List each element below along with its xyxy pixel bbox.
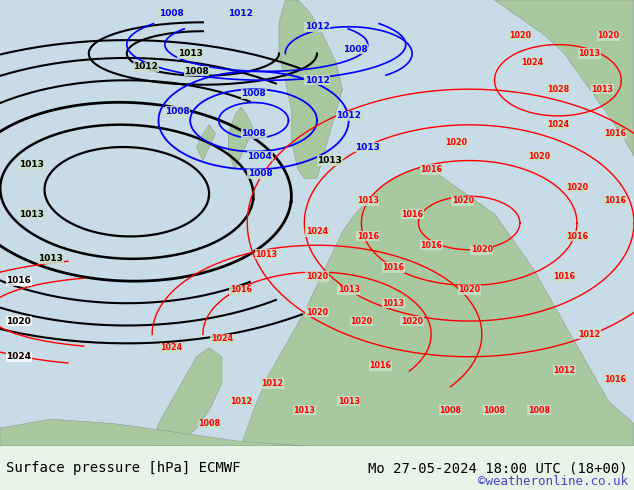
Text: 1013: 1013	[317, 156, 342, 165]
Text: 1013: 1013	[579, 49, 600, 58]
Text: 1024: 1024	[547, 121, 569, 129]
Polygon shape	[0, 419, 304, 446]
Text: 1020: 1020	[306, 272, 328, 281]
Text: 1004: 1004	[247, 151, 273, 161]
Polygon shape	[152, 348, 222, 446]
Polygon shape	[197, 125, 216, 161]
Text: 1016: 1016	[604, 374, 626, 384]
Text: 1008: 1008	[158, 9, 184, 18]
Text: 1008: 1008	[241, 89, 266, 98]
Text: 1016: 1016	[230, 285, 252, 294]
Text: 1013: 1013	[355, 143, 380, 151]
Text: 1008: 1008	[342, 45, 368, 53]
Text: 1013: 1013	[178, 49, 203, 58]
Text: 1024: 1024	[6, 352, 31, 361]
Text: 1012: 1012	[553, 366, 575, 374]
Text: 1013: 1013	[338, 285, 359, 294]
Text: 1020: 1020	[509, 31, 531, 40]
Text: 1024: 1024	[306, 227, 328, 236]
Text: Mo 27-05-2024 18:00 UTC (18+00): Mo 27-05-2024 18:00 UTC (18+00)	[368, 462, 628, 475]
Text: 1012: 1012	[336, 111, 361, 121]
Text: 1016: 1016	[370, 361, 391, 370]
Text: 1020: 1020	[458, 285, 480, 294]
Text: 1016: 1016	[566, 232, 588, 241]
Text: 1008: 1008	[165, 107, 190, 116]
Text: 1013: 1013	[19, 210, 44, 219]
Text: 1020: 1020	[528, 151, 550, 161]
Polygon shape	[279, 0, 342, 178]
Polygon shape	[495, 0, 634, 156]
Text: 1012: 1012	[262, 379, 283, 388]
Text: 1024: 1024	[522, 58, 543, 67]
Text: 1016: 1016	[420, 165, 442, 174]
Text: 1012: 1012	[579, 330, 600, 339]
Text: 1013: 1013	[357, 196, 378, 205]
Text: 1013: 1013	[256, 250, 277, 259]
Text: 1028: 1028	[547, 85, 569, 94]
Text: 1013: 1013	[38, 254, 63, 263]
Text: 1016: 1016	[401, 210, 423, 219]
Text: 1016: 1016	[382, 263, 404, 272]
Text: 1008: 1008	[439, 406, 461, 415]
Text: 1016: 1016	[604, 129, 626, 138]
Text: 1016: 1016	[357, 232, 378, 241]
Text: 1016: 1016	[604, 196, 626, 205]
Text: 1008: 1008	[198, 419, 220, 428]
Text: Surface pressure [hPa] ECMWF: Surface pressure [hPa] ECMWF	[6, 462, 241, 475]
Text: 1008: 1008	[528, 406, 550, 415]
Polygon shape	[228, 107, 254, 170]
Text: 1013: 1013	[382, 299, 404, 308]
Text: 1008: 1008	[241, 129, 266, 138]
Text: 1013: 1013	[294, 406, 315, 415]
Text: 1012: 1012	[228, 9, 254, 18]
Text: 1016: 1016	[420, 241, 442, 250]
Text: 1013: 1013	[338, 397, 359, 406]
Polygon shape	[241, 170, 634, 446]
Text: 1020: 1020	[306, 308, 328, 317]
Text: 1016: 1016	[6, 276, 31, 285]
Text: 1008: 1008	[184, 67, 209, 76]
Text: 1013: 1013	[19, 161, 44, 170]
Text: 1020: 1020	[351, 317, 372, 325]
Text: 1020: 1020	[452, 196, 474, 205]
Text: 1020: 1020	[566, 183, 588, 192]
Text: 1016: 1016	[553, 272, 575, 281]
Text: 1012: 1012	[133, 62, 158, 72]
Text: 1008: 1008	[484, 406, 505, 415]
Text: 1012: 1012	[304, 76, 330, 85]
Text: 1020: 1020	[598, 31, 619, 40]
Text: 1012: 1012	[304, 22, 330, 31]
Text: 1020: 1020	[6, 317, 31, 325]
Text: 1024: 1024	[211, 334, 233, 343]
Text: 1012: 1012	[230, 397, 252, 406]
Text: 1020: 1020	[401, 317, 423, 325]
Text: ©weatheronline.co.uk: ©weatheronline.co.uk	[477, 475, 628, 488]
FancyBboxPatch shape	[0, 0, 634, 446]
Text: 1024: 1024	[160, 343, 182, 352]
Text: 1020: 1020	[471, 245, 493, 254]
Text: 1013: 1013	[592, 85, 613, 94]
Text: 1008: 1008	[247, 170, 273, 178]
Text: 1020: 1020	[446, 138, 467, 147]
